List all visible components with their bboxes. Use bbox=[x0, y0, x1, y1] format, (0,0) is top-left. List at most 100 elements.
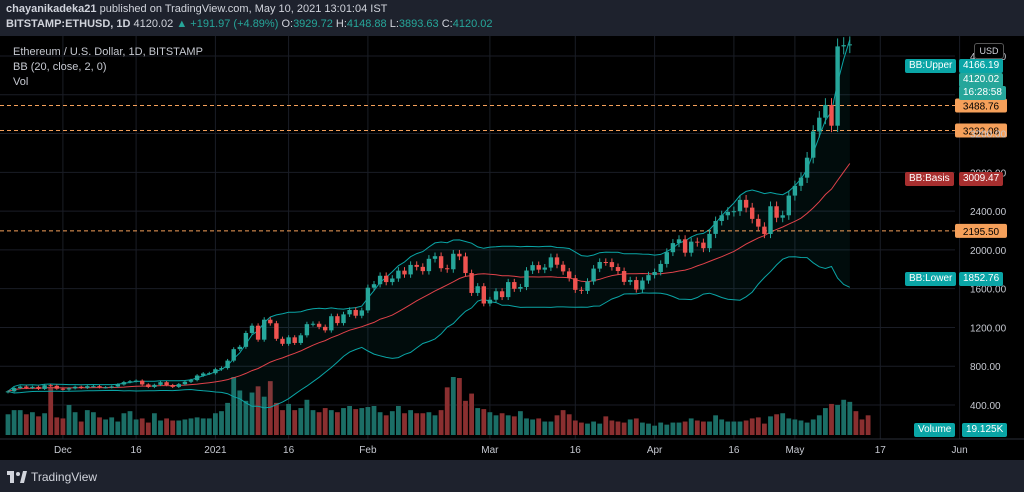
author-name[interactable]: chayanikadeka21 bbox=[6, 3, 97, 15]
candle-body bbox=[408, 264, 413, 275]
candle-body bbox=[274, 323, 279, 339]
open-value: 3929.72 bbox=[293, 18, 333, 30]
bb-fill bbox=[8, 39, 850, 408]
bb-indicator-label[interactable]: BB (20, close, 2, 0) bbox=[13, 61, 107, 73]
candle-body bbox=[182, 381, 188, 385]
header-bar: chayanikadeka21 published on TradingView… bbox=[0, 0, 1024, 36]
volume-bar bbox=[377, 412, 383, 435]
candle-body bbox=[451, 253, 456, 270]
x-tick-label: 16 bbox=[570, 445, 582, 456]
candle-body bbox=[603, 262, 608, 264]
candle-body bbox=[347, 309, 352, 315]
chart-title: Ethereum / U.S. Dollar, 1D, BITSTAMP bbox=[13, 46, 203, 58]
volume-bar bbox=[579, 422, 584, 435]
candle-body bbox=[121, 382, 127, 385]
volume-bar bbox=[310, 410, 316, 435]
volume-bar bbox=[36, 416, 41, 435]
volume-bar bbox=[566, 414, 572, 435]
candle-body bbox=[72, 386, 78, 389]
volume-bar bbox=[414, 413, 420, 435]
candle-body bbox=[573, 278, 578, 290]
candle-body bbox=[835, 46, 840, 126]
candle-body bbox=[737, 199, 743, 212]
candle-body bbox=[518, 287, 523, 289]
candle-body bbox=[79, 386, 84, 388]
y-tick-label: 2000.00 bbox=[970, 246, 1007, 257]
volume-bar bbox=[865, 415, 871, 435]
level-price-text: 3488.76 bbox=[963, 102, 1000, 113]
candle-body bbox=[823, 104, 828, 118]
volume-bar bbox=[511, 416, 517, 435]
volume-bar bbox=[810, 419, 816, 435]
volume-bar bbox=[347, 406, 352, 435]
candle-body bbox=[640, 280, 645, 290]
candle-body bbox=[384, 275, 389, 283]
volume-bar bbox=[133, 419, 139, 435]
volume-bar bbox=[713, 415, 718, 435]
volume-bar bbox=[194, 417, 200, 435]
volume-indicator-label[interactable]: Vol bbox=[13, 76, 29, 88]
last-price: 4120.02 bbox=[133, 18, 174, 30]
level-price-badge bbox=[955, 98, 1007, 113]
candle-body bbox=[371, 284, 377, 288]
candle-body bbox=[359, 310, 364, 316]
candle-body bbox=[207, 373, 212, 375]
candle-body bbox=[798, 177, 804, 186]
volume-bar bbox=[48, 387, 54, 435]
candle-body bbox=[390, 278, 395, 283]
tradingview-logo[interactable]: TradingView bbox=[7, 470, 97, 484]
volume-bar bbox=[786, 418, 792, 435]
candle-body bbox=[365, 287, 371, 311]
price-chart[interactable]: 3488.76 3232.08 2195.50 400.00 800.00 1200.0… bbox=[0, 36, 1024, 460]
bb-basis-value-badge: 3009.47 bbox=[959, 172, 1004, 186]
volume-bar bbox=[316, 412, 322, 435]
volume-bar bbox=[322, 408, 328, 435]
candle-body bbox=[536, 265, 541, 270]
volume-bar bbox=[640, 422, 645, 435]
chart-area[interactable]: 3488.76 3232.08 2195.50 400.00 800.00 1200.0… bbox=[0, 36, 1024, 460]
candle-body bbox=[335, 316, 340, 324]
volume-bar bbox=[554, 415, 560, 435]
candle-body bbox=[811, 131, 816, 158]
volume-bar bbox=[701, 421, 706, 435]
volume-bar bbox=[548, 421, 554, 435]
volume-bar bbox=[823, 408, 828, 435]
volume-bar bbox=[152, 413, 157, 435]
candle-body bbox=[188, 380, 194, 382]
candle-body bbox=[499, 291, 505, 298]
volume-bar bbox=[621, 422, 627, 435]
currency-button[interactable]: USD bbox=[974, 43, 1004, 59]
candle-body bbox=[103, 387, 108, 389]
volume-bar bbox=[176, 420, 182, 435]
candle-body bbox=[60, 388, 66, 390]
volume-bar bbox=[121, 413, 127, 435]
chart-legend: Ethereum / U.S. Dollar, 1D, BITSTAMP BB … bbox=[13, 45, 203, 90]
volume-bar bbox=[670, 422, 676, 435]
volume-bar bbox=[72, 412, 78, 435]
candle-body bbox=[286, 337, 291, 344]
y-tick-label: 800.00 bbox=[970, 362, 1001, 373]
volume-bar bbox=[841, 399, 847, 435]
candle-body bbox=[567, 271, 572, 279]
x-tick-label: 16 bbox=[283, 445, 295, 456]
volume-bar bbox=[243, 400, 249, 435]
volume-bar bbox=[853, 411, 859, 435]
candle-body bbox=[609, 262, 615, 268]
volume-bar bbox=[792, 419, 798, 435]
volume-bar bbox=[164, 418, 169, 435]
candle-body bbox=[97, 386, 102, 388]
volume-bar bbox=[60, 418, 66, 435]
volume-bar bbox=[11, 410, 17, 435]
volume-name-badge: Volume bbox=[914, 423, 956, 437]
volume-bar bbox=[103, 419, 108, 435]
volume-bar bbox=[365, 407, 371, 435]
volume-bar bbox=[743, 420, 749, 435]
volume-bar bbox=[682, 421, 688, 435]
volume-bar bbox=[457, 378, 462, 435]
volume-bar bbox=[353, 409, 359, 435]
volume-bar bbox=[664, 424, 670, 435]
x-tick-label: Feb bbox=[359, 445, 377, 456]
candle-body bbox=[146, 384, 151, 387]
candle-body bbox=[11, 388, 17, 392]
volume-bar bbox=[609, 420, 615, 435]
